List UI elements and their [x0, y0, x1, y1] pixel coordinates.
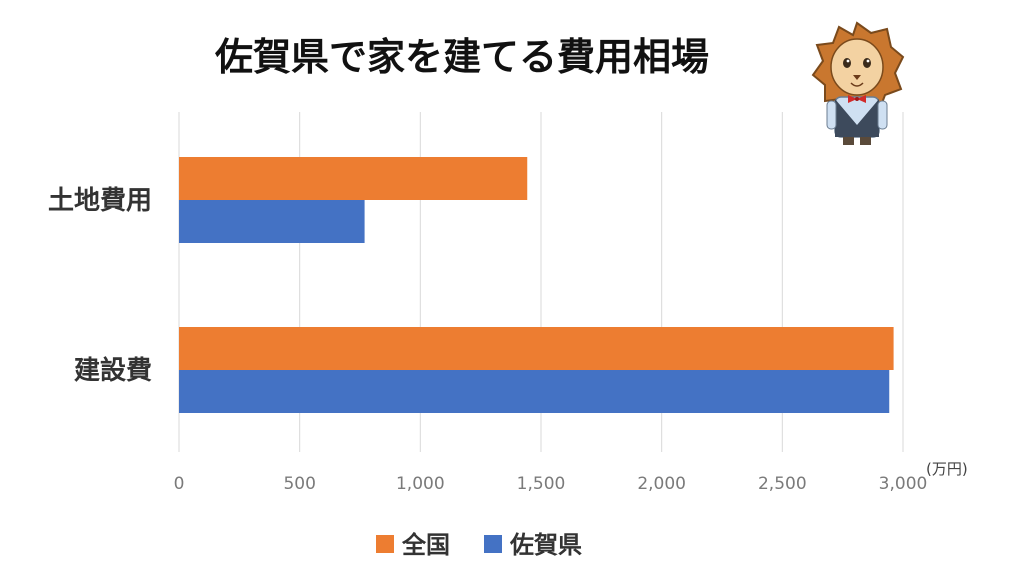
bar-全国-建設費 [179, 327, 894, 370]
category-label: 土地費用 [48, 186, 152, 216]
category-label: 建設費 [74, 355, 152, 386]
x-tick-label: 1,000 [396, 474, 445, 494]
bar-全国-土地費用 [179, 157, 528, 200]
bars [179, 157, 894, 413]
lion-mascot-icon [811, 21, 905, 145]
legend-swatch [376, 535, 394, 553]
chart-title: 佐賀県で家を建てる費用相場 [214, 35, 709, 79]
legend-label: 佐賀県 [509, 531, 582, 559]
legend-swatch [484, 535, 502, 553]
x-tick-label: 2,000 [637, 474, 686, 494]
x-tick-label: 500 [283, 474, 315, 494]
legend-label: 全国 [401, 531, 450, 559]
legend: 全国 佐賀県 [376, 531, 582, 559]
x-axis-ticks: 0 500 1,000 1,500 2,000 2,500 3,000 [174, 474, 928, 494]
bar-佐賀県-建設費 [179, 370, 890, 413]
x-tick-label: 3,000 [879, 474, 928, 494]
x-tick-label: 1,500 [517, 474, 566, 494]
x-tick-label: 2,500 [758, 474, 807, 494]
unit-label: (万円) [926, 460, 968, 478]
x-tick-label: 0 [174, 474, 185, 494]
bar-佐賀県-土地費用 [179, 200, 365, 243]
